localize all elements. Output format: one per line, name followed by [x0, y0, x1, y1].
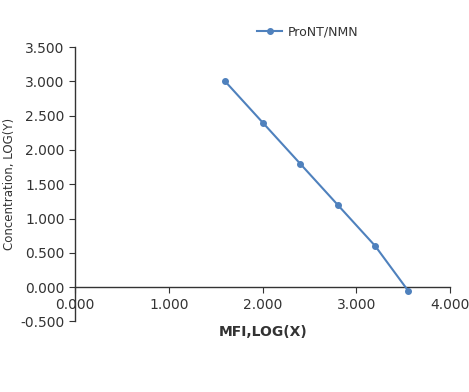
Line: ProNT/NMN: ProNT/NMN: [222, 78, 411, 293]
ProNT/NMN: [372, 243, 378, 249]
ProNT/NMN: [297, 162, 303, 166]
ProNT/NMN: [405, 288, 411, 293]
ProNT/NMN: [222, 79, 228, 84]
Legend: ProNT/NMN: ProNT/NMN: [252, 20, 363, 44]
ProNT/NMN: [335, 202, 340, 207]
ProNT/NMN: [260, 120, 265, 125]
X-axis label: MFI,LOG(X): MFI,LOG(X): [218, 325, 307, 339]
Y-axis label: Concentration, LOG(Y): Concentration, LOG(Y): [3, 118, 16, 250]
